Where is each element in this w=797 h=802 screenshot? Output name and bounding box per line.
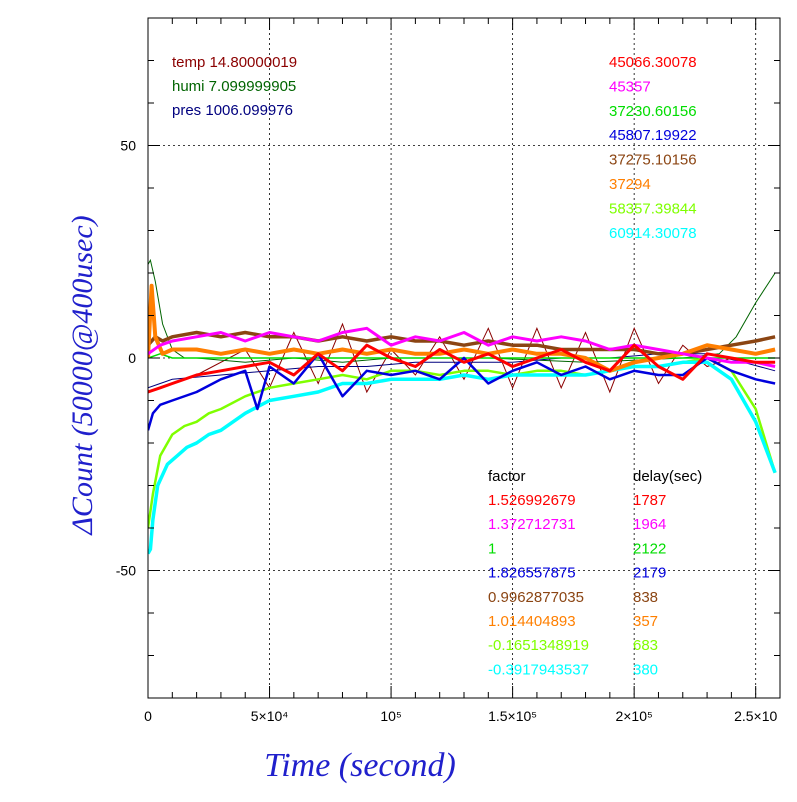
factor-value: 1.014404893 xyxy=(488,613,576,630)
factor-value: 1 xyxy=(488,540,496,557)
delay-value: 357 xyxy=(633,613,658,630)
factor-value: 1.826557875 xyxy=(488,565,576,582)
delay-header: delay(sec) xyxy=(633,468,702,485)
x-tick-label: 1.5×10⁵ xyxy=(488,708,537,724)
y-tick-label: 0 xyxy=(128,350,136,366)
series-line-6 xyxy=(148,283,776,373)
offset-legend-entry: 45807.19922 xyxy=(609,127,697,144)
factor-value: -0.3917943537 xyxy=(488,661,589,678)
x-tick-label: 5×10⁴ xyxy=(251,708,289,724)
delay-value: 838 xyxy=(633,589,658,606)
x-tick-label: 0 xyxy=(144,708,152,724)
delay-value: 1787 xyxy=(633,492,666,509)
x-tick-label: 10⁵ xyxy=(380,708,401,724)
x-tick-label: 2.5×10 xyxy=(734,708,777,724)
env-legend-entry: temp 14.80000019 xyxy=(172,54,297,71)
environment-legend: temp 14.80000019 humi 7.099999905 pres 100… xyxy=(172,54,297,119)
env-legend-entry: pres 1006.099976 xyxy=(172,102,293,119)
env-legend-entry: humi 7.099999905 xyxy=(172,78,296,95)
offset-legend-entry: 37294 xyxy=(609,176,651,193)
factor-header: factor xyxy=(488,468,526,485)
series-line-8 xyxy=(148,360,777,555)
offset-legend-entry: 58357.39844 xyxy=(609,200,697,217)
y-axis-label: ΔCount (50000@400usec) xyxy=(66,215,99,535)
series-line-2 xyxy=(148,326,776,368)
delay-value: 2122 xyxy=(633,540,666,557)
y-tick-label: 50 xyxy=(120,138,136,154)
series-line-3 xyxy=(148,353,776,359)
offset-legend-entry: 60914.30078 xyxy=(609,225,697,242)
series-line-1 xyxy=(148,343,776,394)
x-axis-label: Time (second) xyxy=(264,747,456,784)
series-line-4 xyxy=(148,352,776,431)
offset-legend-entry: 45357 xyxy=(609,78,651,95)
delay-value: 2179 xyxy=(633,565,666,582)
factor-value: 0.9962877035 xyxy=(488,589,584,606)
delay-value: 1964 xyxy=(633,516,666,533)
delay-value: 380 xyxy=(633,661,658,678)
factor-value: -0.1651348919 xyxy=(488,637,589,654)
env-line-temp xyxy=(148,322,776,394)
factor-delay-table: factor delay(sec) 1.526992679 1787 1.37271… xyxy=(488,468,702,678)
series-layer xyxy=(148,283,777,555)
factor-value: 1.372712731 xyxy=(488,516,576,533)
offset-legend: 45066.30078 45357 37230.60156 45807.19922 37… xyxy=(609,54,697,242)
env-line-humi xyxy=(148,258,776,363)
offset-legend-entry: 37275.10156 xyxy=(609,152,697,169)
ticks-layer: 0 5×10⁴ 10⁵ 1.5×10⁵ 2×10⁵ 2.5×10 50 0 -50 xyxy=(116,18,780,724)
offset-legend-entry: 37230.60156 xyxy=(609,103,697,120)
x-tick-label: 2×10⁵ xyxy=(615,708,652,724)
delay-value: 683 xyxy=(633,637,658,654)
y-tick-label: -50 xyxy=(116,563,136,579)
offset-legend-entry: 45066.30078 xyxy=(609,54,697,71)
factor-value: 1.526992679 xyxy=(488,492,576,509)
